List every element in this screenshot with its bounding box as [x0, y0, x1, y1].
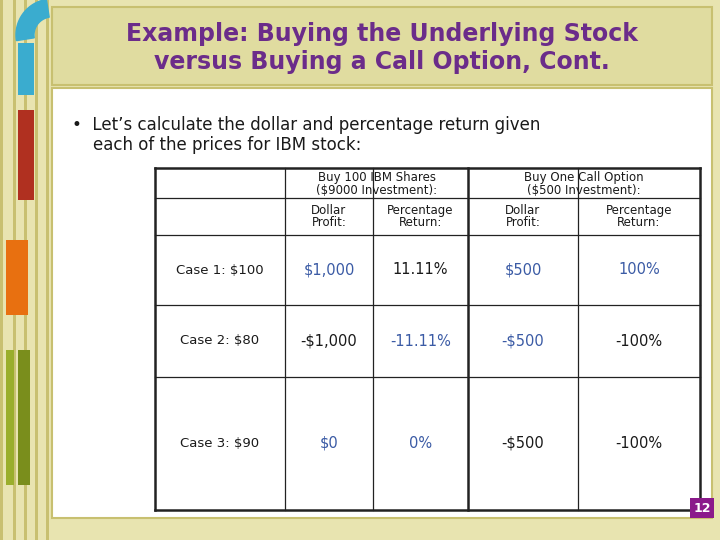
Bar	[24, 0, 27, 540]
Text: ($500 Investment):: ($500 Investment):	[527, 184, 641, 197]
Text: 12: 12	[693, 502, 711, 515]
Text: •  Let’s calculate the dollar and percentage return given: • Let’s calculate the dollar and percent…	[72, 116, 541, 134]
Text: Buy 100 IBM Shares: Buy 100 IBM Shares	[318, 172, 436, 185]
Text: 0%: 0%	[409, 436, 432, 451]
Text: Case 1: $100: Case 1: $100	[176, 264, 264, 276]
Text: -$500: -$500	[502, 334, 544, 348]
Text: Return:: Return:	[399, 216, 442, 229]
Polygon shape	[16, 0, 49, 40]
Text: $1,000: $1,000	[303, 262, 355, 278]
Text: Example: Buying the Underlying Stock: Example: Buying the Underlying Stock	[126, 22, 638, 46]
Text: Profit:: Profit:	[505, 216, 541, 229]
Text: $500: $500	[504, 262, 541, 278]
Text: Dollar: Dollar	[311, 204, 346, 217]
Text: Case 2: $80: Case 2: $80	[181, 334, 260, 348]
Text: versus Buying a Call Option, Cont.: versus Buying a Call Option, Cont.	[154, 50, 610, 73]
Text: -$500: -$500	[502, 436, 544, 451]
Text: -$1,000: -$1,000	[301, 334, 357, 348]
Text: -100%: -100%	[616, 436, 662, 451]
Bar	[52, 7, 712, 85]
Text: Buy One Call Option: Buy One Call Option	[524, 172, 644, 185]
Bar	[18, 350, 30, 485]
Text: $0: $0	[320, 436, 338, 451]
Bar	[0, 0, 3, 540]
Text: Profit:: Profit:	[312, 216, 346, 229]
Text: -11.11%: -11.11%	[390, 334, 451, 348]
Text: Percentage: Percentage	[606, 204, 672, 217]
Text: Return:: Return:	[617, 216, 661, 229]
Bar	[35, 0, 38, 540]
Text: each of the prices for IBM stock:: each of the prices for IBM stock:	[72, 136, 361, 154]
Text: Percentage: Percentage	[387, 204, 454, 217]
Text: ($9000 Investment):: ($9000 Investment):	[316, 184, 437, 197]
Bar	[13, 0, 16, 540]
Text: -100%: -100%	[616, 334, 662, 348]
Text: 100%: 100%	[618, 262, 660, 278]
Bar	[6, 350, 14, 485]
Bar	[6, 240, 28, 315]
Bar	[18, 43, 34, 95]
Bar	[46, 0, 49, 540]
Text: Dollar: Dollar	[505, 204, 541, 217]
Text: Case 3: $90: Case 3: $90	[181, 437, 260, 450]
Bar	[52, 88, 712, 518]
Text: 11.11%: 11.11%	[392, 262, 449, 278]
Bar	[690, 498, 714, 518]
Bar	[0, 0, 52, 540]
Bar	[18, 110, 34, 200]
